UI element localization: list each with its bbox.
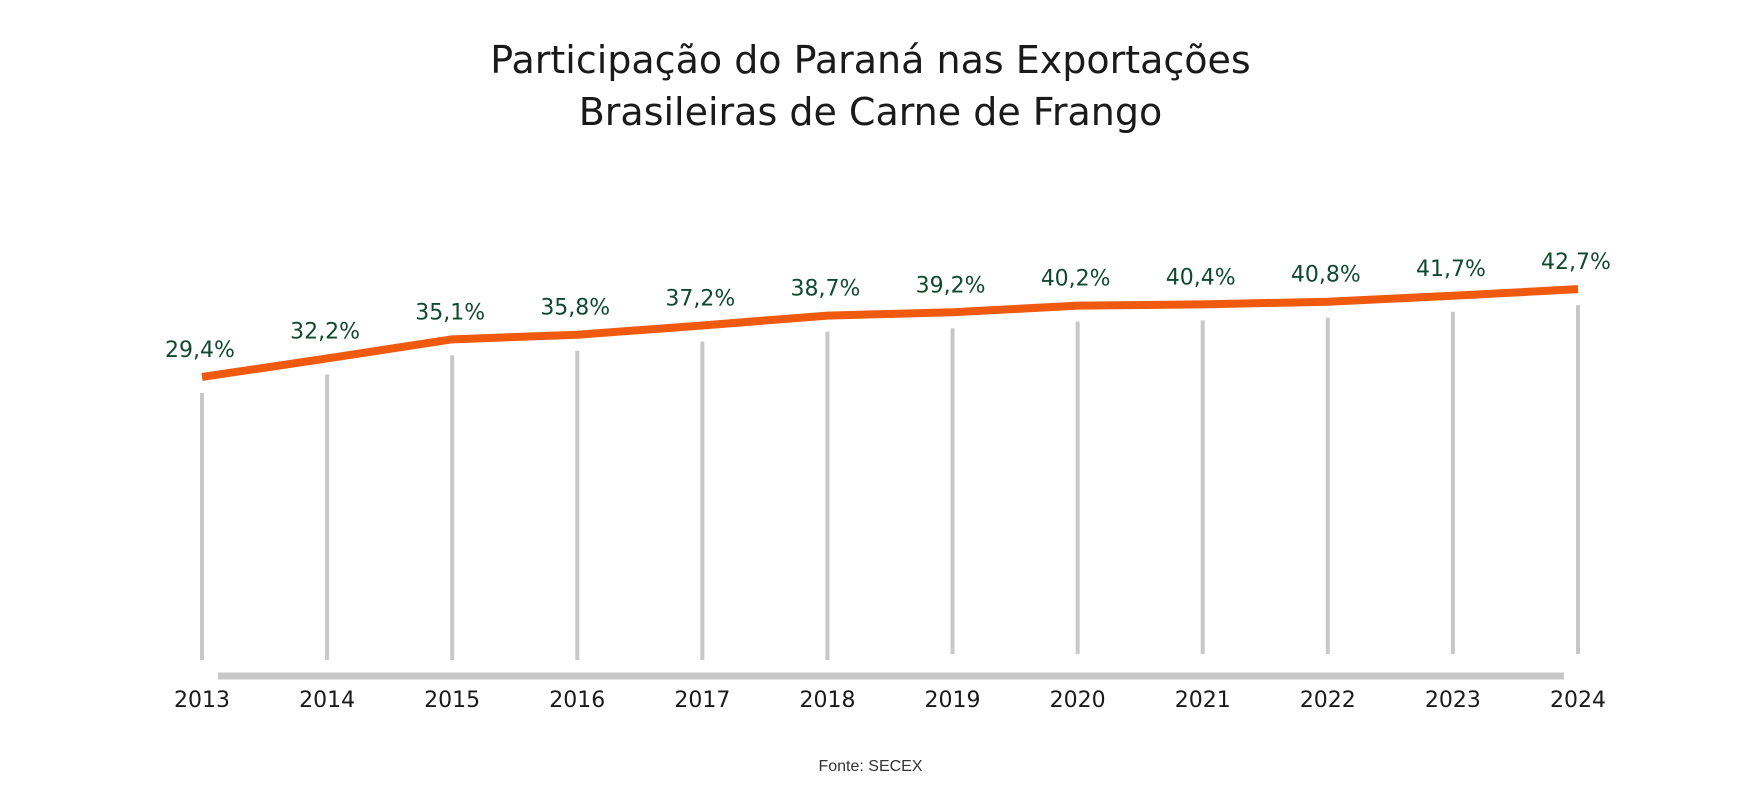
x-tick-label-2018: 2018 — [799, 688, 855, 713]
x-tick-label-2015: 2015 — [424, 688, 480, 713]
x-tick-label-2014: 2014 — [299, 688, 355, 713]
data-label-2016: 35,8% — [540, 296, 610, 321]
x-tick-label-2021: 2021 — [1175, 688, 1231, 713]
x-tick-label-2019: 2019 — [925, 688, 981, 713]
data-label-2013: 29,4% — [165, 338, 235, 363]
chart-title: Participação do Paraná nas Exportações B… — [0, 34, 1741, 138]
chart-title-line-1: Participação do Paraná nas Exportações — [490, 38, 1251, 82]
x-tick-label-2016: 2016 — [549, 688, 605, 713]
data-label-2015: 35,1% — [415, 300, 485, 325]
series-line — [201, 285, 1579, 381]
data-label-2024: 42,7% — [1541, 250, 1611, 275]
data-label-2019: 39,2% — [916, 273, 986, 298]
x-tick-label-2020: 2020 — [1050, 688, 1106, 713]
x-tick-label-2023: 2023 — [1425, 688, 1481, 713]
data-label-2017: 37,2% — [665, 286, 735, 311]
chart-title-line-2: Brasileiras de Carne de Frango — [578, 90, 1163, 134]
x-tick-label-2017: 2017 — [674, 688, 730, 713]
x-tick-label-2022: 2022 — [1300, 688, 1356, 713]
data-label-2018: 38,7% — [791, 277, 861, 302]
source-note: Fonte: SECEX — [818, 758, 923, 775]
data-label-2021: 40,4% — [1166, 265, 1236, 290]
data-label-2014: 32,2% — [290, 319, 360, 344]
data-label-2022: 40,8% — [1291, 263, 1361, 288]
x-tick-label-2013: 2013 — [174, 688, 230, 713]
data-label-2020: 40,2% — [1041, 267, 1111, 292]
data-label-2023: 41,7% — [1416, 257, 1486, 282]
x-tick-label-2024: 2024 — [1550, 688, 1606, 713]
